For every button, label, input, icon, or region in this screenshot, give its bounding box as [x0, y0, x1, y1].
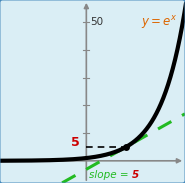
Text: $y = e^{x}$: $y = e^{x}$: [141, 14, 177, 31]
Text: slope =: slope =: [89, 170, 132, 180]
Text: 50: 50: [90, 17, 103, 27]
Text: 5: 5: [132, 170, 139, 180]
Text: 5: 5: [71, 136, 80, 149]
